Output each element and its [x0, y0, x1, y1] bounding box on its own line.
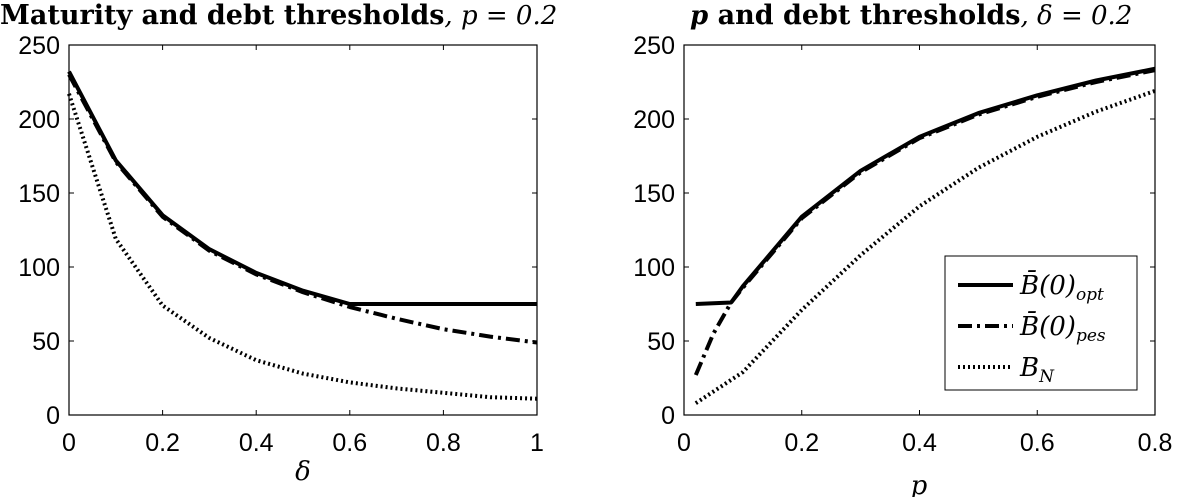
x-tick-label: 0.4 [239, 429, 274, 457]
x-tick-label: 0.6 [1020, 429, 1055, 457]
y-tick-label: 100 [18, 254, 60, 282]
y-tick-label: 0 [661, 402, 675, 430]
x-tick-label: 0.2 [784, 429, 819, 457]
chart-title: p and debt thresholds, δ = 0.2 [690, 0, 1132, 31]
y-tick-label: 250 [18, 32, 60, 60]
chart-p-panel: p and debt thresholds, δ = 0.2 0 0.2 0.4 0.… [633, 0, 1172, 497]
series-line-pes [67, 73, 538, 345]
x-axis-label: δ [295, 457, 311, 487]
y-tick-label: 150 [18, 180, 60, 208]
x-tick-label: 0.6 [332, 429, 367, 457]
legend-entry-opt: B̄(0)opt [1019, 269, 1104, 305]
data-series-group [693, 66, 1156, 405]
x-tick-label: 0 [62, 429, 76, 457]
chart-title: Maturity and debt thresholds, p = 0.2 [0, 0, 557, 31]
x-tick-label: 0.8 [426, 429, 461, 457]
x-tick-label: 0.2 [145, 429, 180, 457]
y-tick-label: 200 [18, 106, 60, 134]
y-tick-label: 100 [633, 254, 675, 282]
data-series-group [67, 70, 538, 401]
y-tick-label: 250 [633, 32, 675, 60]
y-tick-label: 50 [32, 328, 60, 356]
y-tick-label: 200 [633, 106, 675, 134]
legend-entry-pes: B̄(0)pes [1019, 310, 1106, 346]
y-tick-label: 150 [633, 180, 675, 208]
x-tick-label: 0 [677, 429, 691, 457]
series-line-bn [67, 93, 538, 401]
x-tick-label: 0.4 [902, 429, 937, 457]
x-tick-label: 1 [530, 429, 544, 457]
axis-ticks: 0 0.2 0.4 0.6 0.8 0 50 100 150 200 250 [633, 32, 1172, 457]
y-tick-label: 50 [647, 328, 675, 356]
legend-entry-bn: BN [1019, 353, 1055, 387]
y-tick-label: 0 [46, 402, 60, 430]
axis-ticks: 0 0.2 0.4 0.6 0.8 1 0 50 100 150 200 250 [18, 32, 544, 457]
plot-area-frame [68, 44, 538, 416]
x-tick-label: 0.8 [1138, 429, 1173, 457]
legend: B̄(0)opt B̄(0)pes BN [944, 255, 1138, 391]
legend-box [944, 255, 1138, 391]
x-axis-label: p [911, 471, 928, 497]
series-line-pes [693, 68, 1156, 376]
